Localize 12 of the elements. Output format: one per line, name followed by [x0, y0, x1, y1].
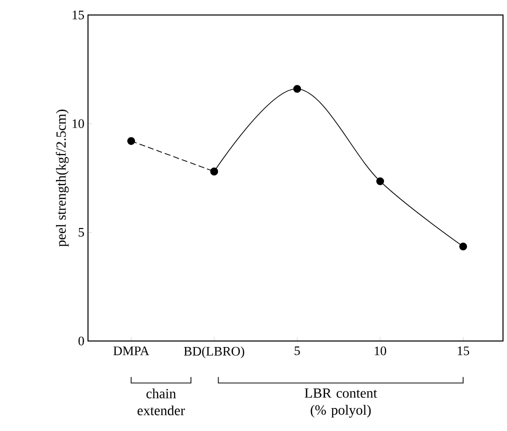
x-tick-label: 10: [374, 346, 386, 356]
text: LBR content (% polyol): [304, 388, 378, 418]
y-tick-label: 5: [78, 228, 84, 237]
y-tick-label: 0: [78, 336, 84, 346]
x-tick-label: 5: [294, 346, 300, 356]
x-tick-label: DMPA: [113, 346, 150, 356]
y-tick-label: 15: [72, 10, 84, 20]
text: chain extender: [138, 388, 185, 416]
x-tick-label: BD(LBRO): [184, 346, 244, 358]
x-tick-label: 15: [458, 346, 470, 356]
y-tick-label: 10: [72, 119, 84, 128]
y-axis-title: peel strength(kgf/2.5cm): [56, 110, 69, 247]
